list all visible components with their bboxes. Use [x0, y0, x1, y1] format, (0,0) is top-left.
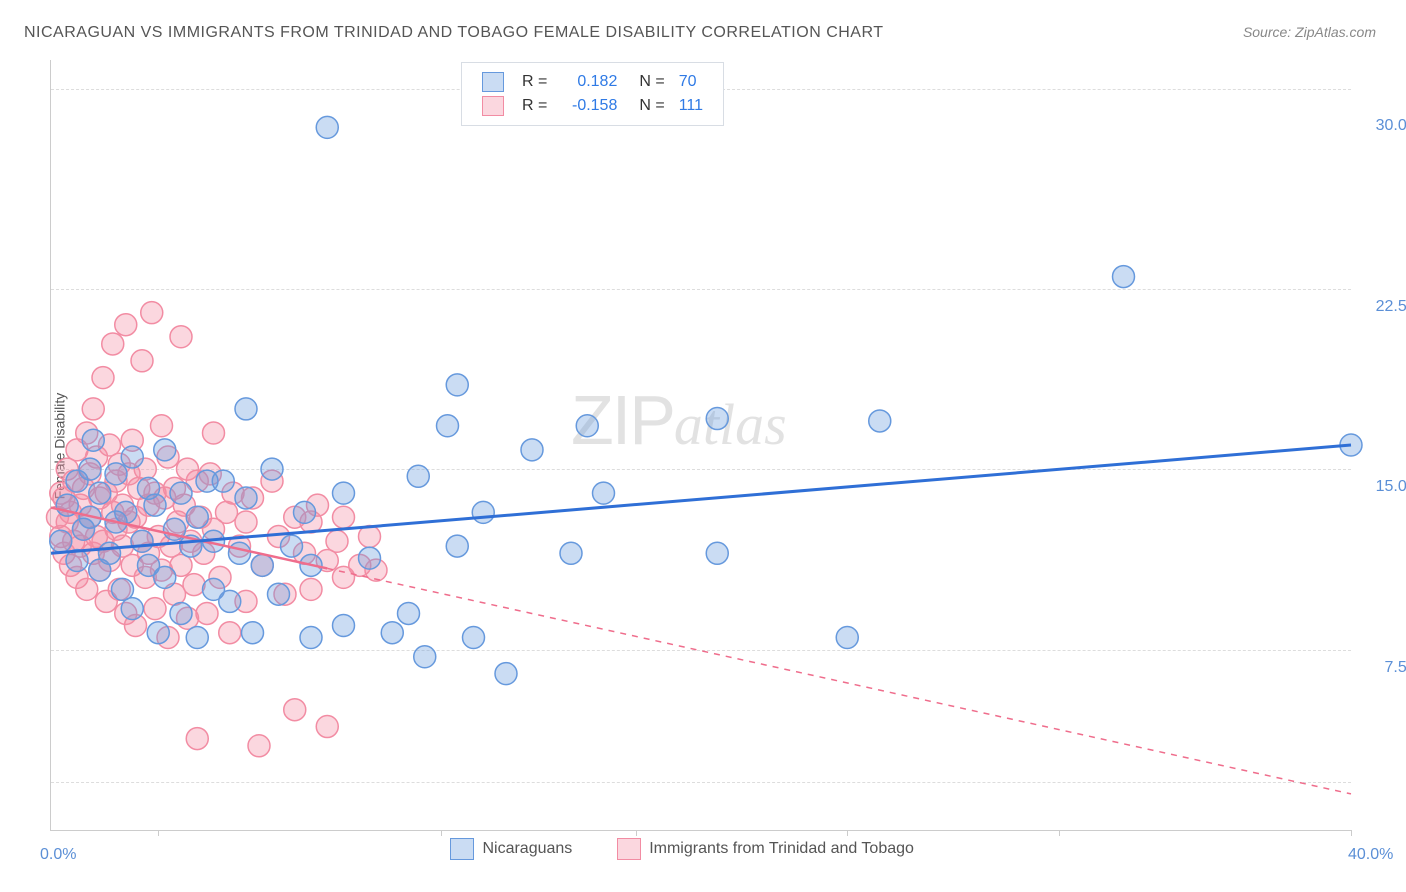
r-label: R: [522, 73, 534, 90]
stats-row-pink: R = -0.158 N = 111: [476, 95, 709, 117]
scatter-svg: [51, 60, 1351, 830]
x-axis-max-label: 40.0%: [1348, 846, 1393, 864]
legend-label-pink: Immigrants from Trinidad and Tobago: [649, 840, 914, 857]
n-value-pink: 111: [679, 97, 703, 114]
r-value-blue: 0.182: [577, 73, 617, 90]
stats-row-blue: R = 0.182 N = 70: [476, 71, 709, 93]
x-axis-min-label: 0.0%: [40, 846, 76, 864]
swatch-pink-icon: [482, 96, 504, 116]
swatch-blue-icon: [450, 838, 474, 860]
y-tick-label: 22.5%: [1361, 298, 1406, 316]
y-tick-label: 7.5%: [1361, 659, 1406, 677]
source-label: Source: ZipAtlas.com: [1243, 24, 1376, 40]
r-value-pink: -0.158: [572, 97, 617, 114]
plot-area: ZIPatlas R = 0.182 N = 70 R = -0.158 N =…: [50, 60, 1351, 831]
stats-legend: R = 0.182 N = 70 R = -0.158 N = 111: [461, 62, 724, 126]
swatch-blue-icon: [482, 72, 504, 92]
series-legend: Nicaraguans Immigrants from Trinidad and…: [450, 838, 914, 860]
chart-title: NICARAGUAN VS IMMIGRANTS FROM TRINIDAD A…: [24, 24, 884, 42]
swatch-pink-icon: [617, 838, 641, 860]
legend-label-blue: Nicaraguans: [482, 840, 572, 857]
n-value-blue: 70: [679, 73, 697, 90]
y-tick-label: 30.0%: [1361, 117, 1406, 135]
n-label: N: [639, 73, 651, 90]
y-tick-label: 15.0%: [1361, 478, 1406, 496]
